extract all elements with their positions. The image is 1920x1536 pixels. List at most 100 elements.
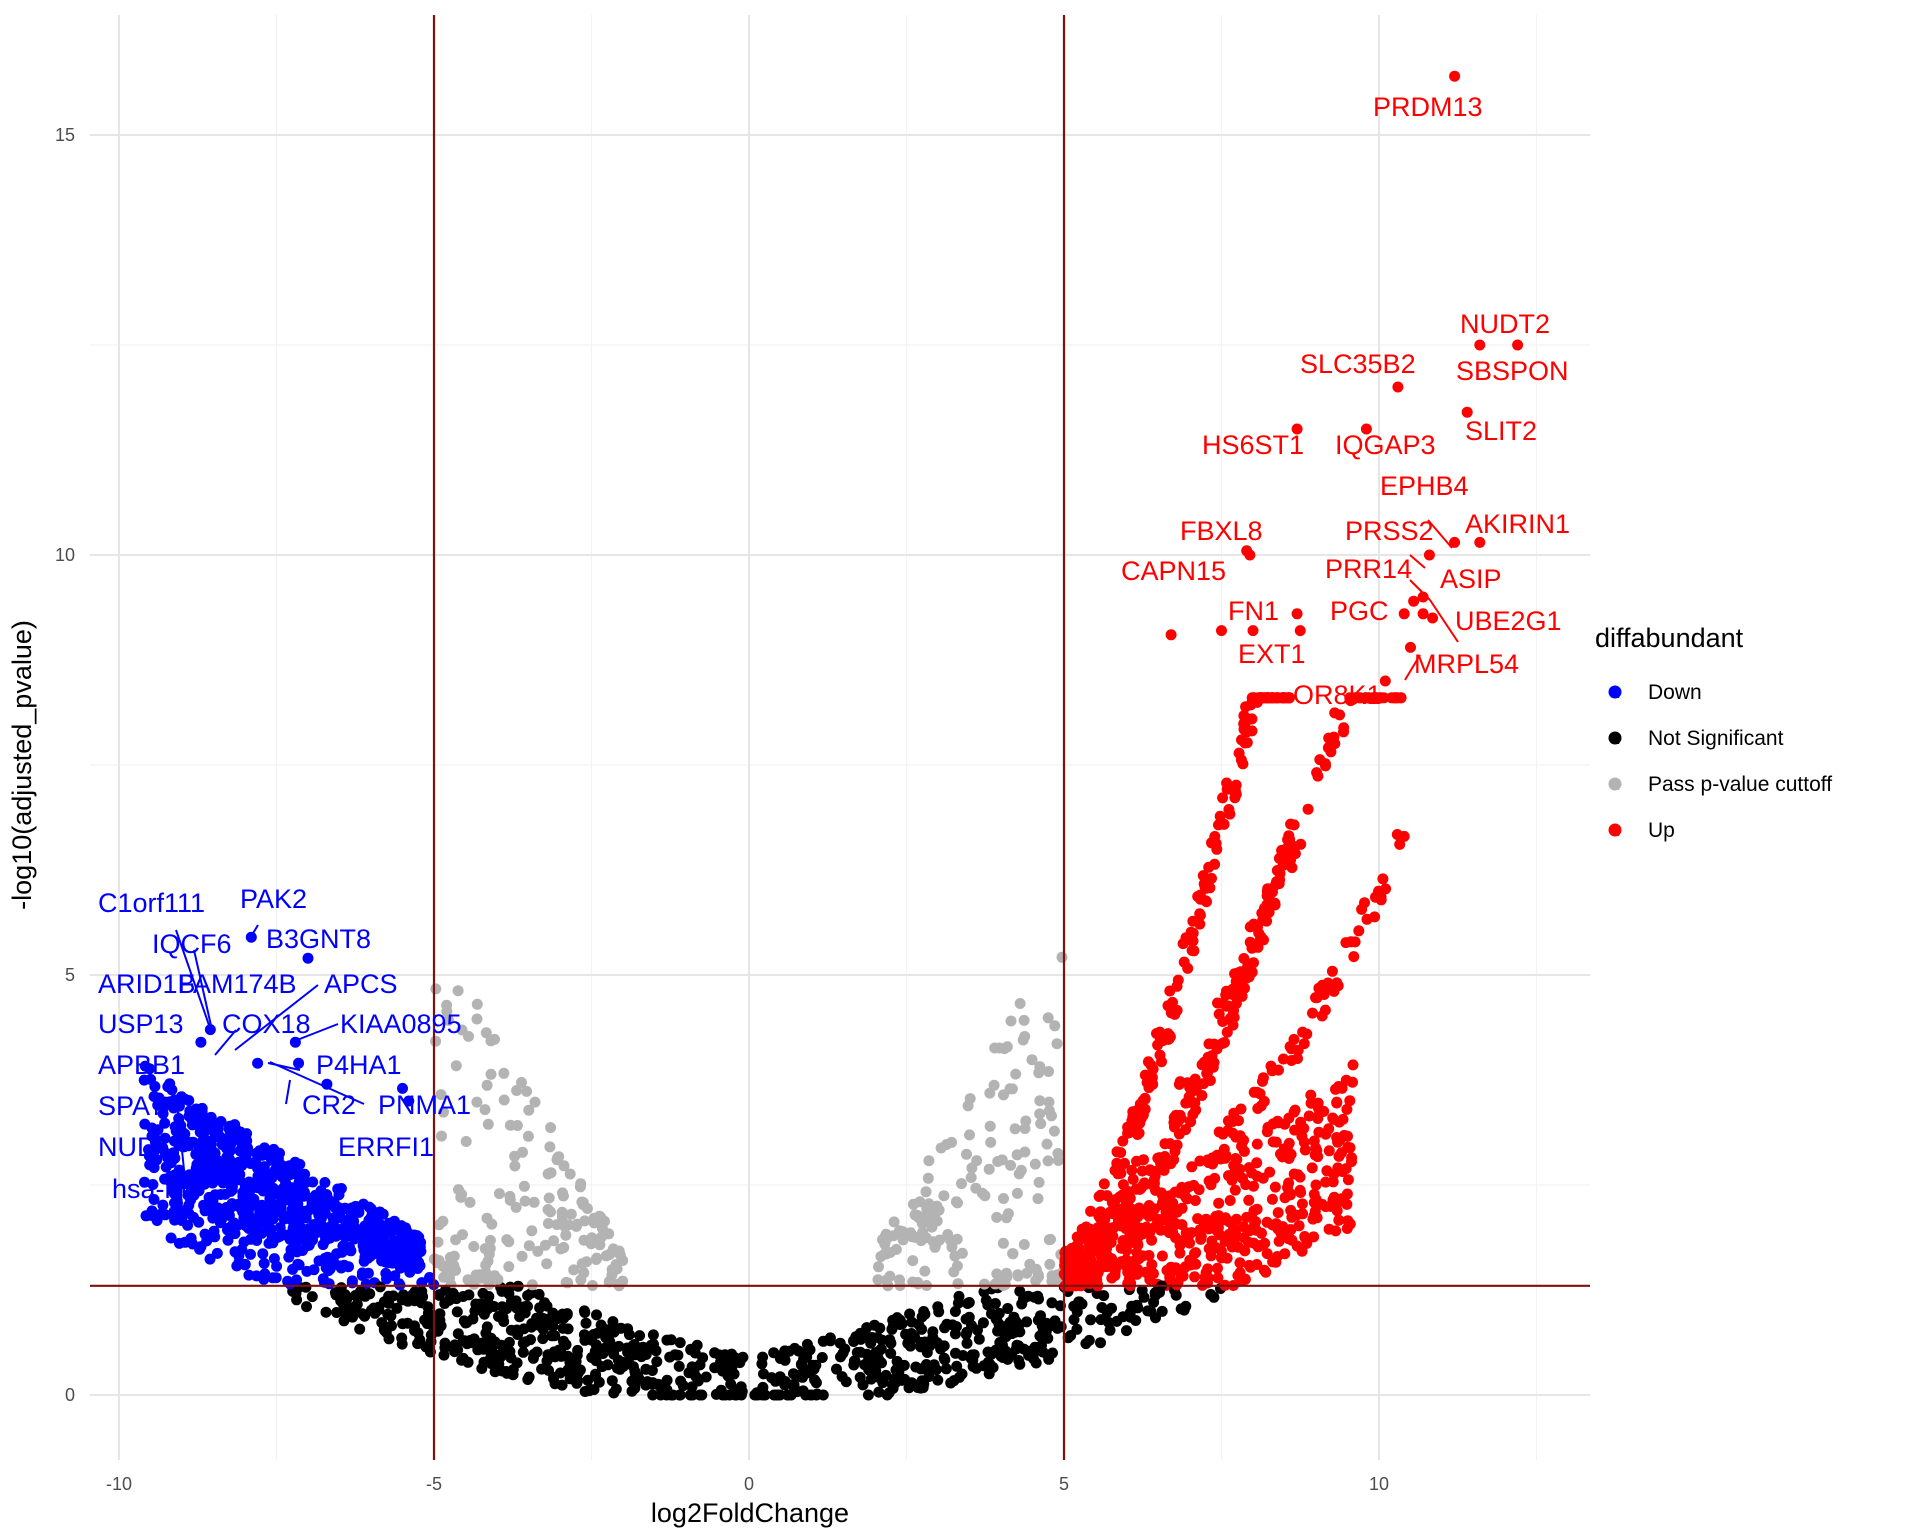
data-point bbox=[1040, 1317, 1052, 1329]
gene-label: CAPN15 bbox=[1121, 556, 1226, 586]
data-point bbox=[931, 1200, 943, 1212]
data-point bbox=[915, 1235, 927, 1247]
data-point bbox=[254, 1206, 266, 1218]
data-point bbox=[1126, 1164, 1138, 1176]
data-point bbox=[258, 1257, 270, 1269]
data-point bbox=[606, 1375, 618, 1387]
data-point bbox=[250, 1270, 262, 1282]
data-point bbox=[412, 1260, 424, 1272]
data-point bbox=[1107, 1208, 1118, 1220]
data-point bbox=[1221, 1026, 1233, 1038]
data-point bbox=[204, 1253, 216, 1265]
data-point bbox=[376, 1241, 388, 1253]
data-point bbox=[208, 1225, 220, 1237]
highlighted-point bbox=[403, 1095, 415, 1107]
data-point bbox=[1234, 1267, 1246, 1278]
data-point bbox=[1136, 1181, 1148, 1193]
data-point bbox=[417, 1291, 429, 1303]
leader-line bbox=[1404, 654, 1421, 681]
data-point bbox=[1009, 1123, 1021, 1135]
data-point bbox=[1272, 1207, 1284, 1219]
data-point bbox=[1288, 840, 1300, 852]
y-tick-label: 5 bbox=[65, 965, 75, 985]
data-point bbox=[661, 1374, 673, 1386]
data-point bbox=[1254, 1088, 1266, 1100]
data-point bbox=[976, 1187, 988, 1199]
data-point bbox=[333, 1202, 345, 1214]
data-point bbox=[1034, 1095, 1046, 1107]
data-point bbox=[1265, 896, 1277, 908]
data-point bbox=[139, 1176, 150, 1188]
data-point bbox=[482, 1118, 494, 1130]
gene-label: KIAA0895 bbox=[340, 1009, 462, 1039]
data-point bbox=[593, 1376, 605, 1388]
data-point bbox=[1377, 873, 1389, 885]
data-point bbox=[1200, 895, 1212, 907]
data-point bbox=[1212, 1262, 1223, 1274]
data-point bbox=[923, 1155, 935, 1167]
data-point bbox=[245, 1248, 256, 1260]
gene-label: hsa-mi bbox=[112, 1174, 193, 1204]
data-point bbox=[1279, 1192, 1291, 1204]
data-point bbox=[1131, 1299, 1143, 1311]
data-point bbox=[1162, 1000, 1174, 1012]
legend-key-glyph: a bbox=[1611, 685, 1620, 702]
data-point bbox=[801, 1366, 813, 1378]
gene-label: UBE2G1 bbox=[1455, 606, 1562, 636]
data-point bbox=[591, 1309, 602, 1321]
data-point bbox=[961, 1337, 973, 1349]
data-point bbox=[548, 1235, 560, 1247]
data-point bbox=[790, 1386, 802, 1397]
data-point bbox=[1273, 1064, 1284, 1076]
data-point bbox=[1347, 693, 1359, 705]
data-point bbox=[1263, 906, 1275, 918]
data-point bbox=[324, 1263, 336, 1275]
data-point bbox=[1156, 1154, 1168, 1166]
data-point bbox=[208, 1204, 220, 1216]
data-point bbox=[1310, 1179, 1322, 1191]
data-point bbox=[1103, 1316, 1115, 1328]
data-point bbox=[555, 1243, 567, 1255]
legend-label: Up bbox=[1648, 819, 1675, 842]
data-point bbox=[1213, 1008, 1225, 1020]
data-point bbox=[397, 1318, 409, 1330]
data-point bbox=[157, 1199, 169, 1211]
data-point bbox=[1288, 819, 1300, 831]
data-point bbox=[168, 1187, 180, 1199]
data-point bbox=[1126, 1115, 1138, 1126]
data-point bbox=[1229, 792, 1241, 804]
highlighted-point bbox=[1165, 629, 1177, 641]
data-point bbox=[1043, 1105, 1055, 1117]
data-point bbox=[1157, 1196, 1169, 1208]
data-point bbox=[1049, 1315, 1061, 1327]
data-point bbox=[588, 1329, 600, 1340]
data-point bbox=[215, 1214, 227, 1226]
gene-label: SLC35B2 bbox=[1300, 349, 1416, 379]
data-point bbox=[525, 1321, 537, 1333]
data-point bbox=[991, 1268, 1003, 1280]
data-point bbox=[159, 1209, 171, 1221]
y-tick-label: 15 bbox=[55, 125, 75, 145]
gene-label: IQCF6 bbox=[152, 929, 232, 959]
data-point bbox=[1269, 1181, 1281, 1193]
legend-key-dot bbox=[1608, 731, 1622, 745]
data-point bbox=[1333, 1196, 1344, 1208]
data-point bbox=[498, 1067, 510, 1079]
data-point bbox=[337, 1224, 349, 1236]
data-point bbox=[1234, 1257, 1246, 1269]
data-point bbox=[932, 1301, 944, 1313]
data-point bbox=[503, 1336, 515, 1348]
data-point bbox=[1162, 1033, 1174, 1045]
data-point bbox=[1131, 1237, 1143, 1248]
data-point bbox=[209, 1189, 221, 1201]
data-point bbox=[1224, 1195, 1236, 1206]
data-point bbox=[265, 1223, 277, 1235]
data-point bbox=[1192, 891, 1204, 902]
data-point bbox=[1238, 1145, 1250, 1157]
data-point bbox=[435, 1089, 447, 1101]
data-point bbox=[894, 1274, 905, 1286]
highlighted-point bbox=[302, 952, 314, 964]
data-point bbox=[263, 1172, 275, 1184]
data-point bbox=[529, 1096, 541, 1108]
